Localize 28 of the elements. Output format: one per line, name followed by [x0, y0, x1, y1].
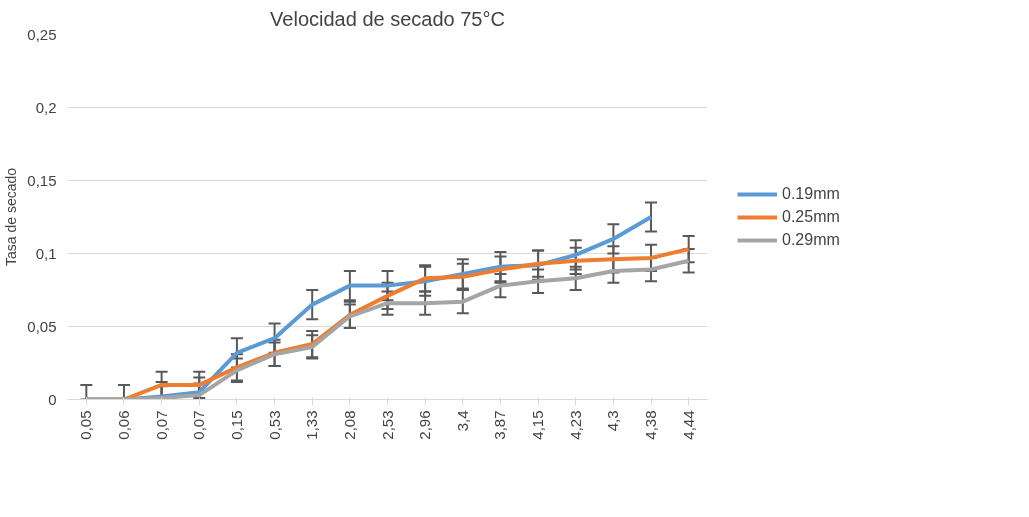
y-tick-label: 0,2	[35, 98, 57, 116]
y-tick-label: 0,15	[27, 171, 57, 189]
y-tick-label: 0,25	[27, 25, 57, 43]
x-tick-label: 1,33	[303, 410, 321, 440]
x-tick-label: 4,38	[642, 410, 660, 440]
legend-label: 0.29mm	[782, 230, 840, 249]
x-tick-label: 0,53	[265, 410, 283, 440]
legend-label: 0.25mm	[782, 207, 840, 226]
x-tick-label: 4,44	[679, 410, 697, 440]
x-tick-label: 0,05	[77, 410, 95, 440]
x-tick-label: 0,15	[227, 410, 245, 440]
y-tick-label: 0	[48, 390, 57, 408]
x-tick-label: 3,4	[453, 410, 471, 432]
x-tick-label: 3,87	[491, 410, 509, 440]
x-tick-label: 2,96	[416, 410, 434, 440]
x-tick-label: 4,15	[529, 410, 547, 440]
x-tick-label: 0,06	[114, 410, 132, 440]
x-tick-label: 0,07	[190, 410, 208, 440]
x-tick-label: 4,23	[566, 410, 584, 440]
x-tick-label: 0,07	[152, 410, 170, 440]
x-tick-label: 2,53	[378, 410, 396, 440]
legend-label: 0.19mm	[782, 184, 840, 203]
chart-title: Velocidad de secado 75°C	[270, 7, 505, 30]
y-tick-label: 0,05	[27, 317, 57, 335]
x-tick-label: 4,3	[604, 410, 622, 432]
y-axis-title: Tasa de secado	[3, 167, 20, 267]
x-tick-label: 2,08	[340, 410, 358, 440]
y-tick-label: 0,1	[35, 244, 57, 262]
